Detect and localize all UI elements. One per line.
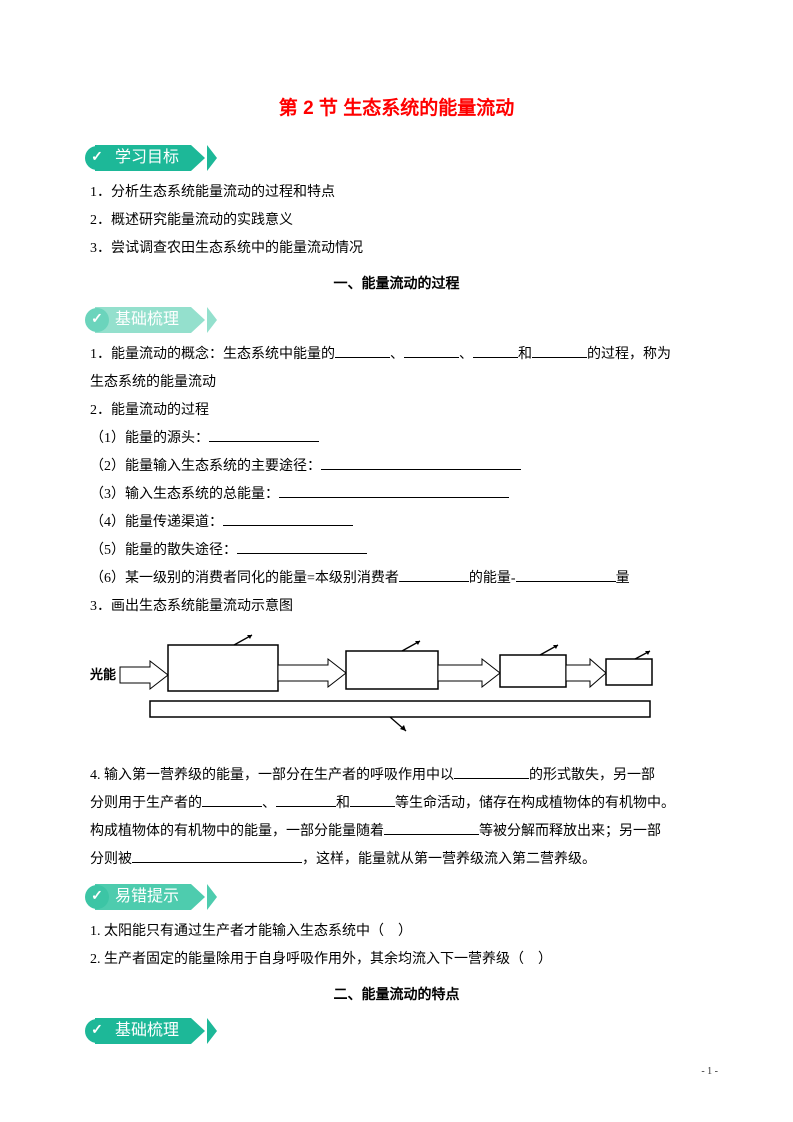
fill-blank [237, 540, 367, 554]
text-run: （5）能量的散失途径： [90, 543, 237, 558]
body-text: 分则用于生产者的 、 和 等生命活动，储存在构成植物体的有机物中。 [90, 790, 703, 818]
text-run: 1．能量流动的概念：生态系统中能量的 [90, 347, 335, 362]
chevron-icon [191, 307, 205, 333]
subsection-heading: 二、能量流动的特点 [90, 980, 703, 1008]
body-text: （4）能量传递渠道： [90, 509, 703, 537]
chevron-icon [191, 884, 205, 910]
text-run: 量 [616, 571, 630, 586]
tf-question: 1. 太阳能只有通过生产者才能输入生态系统中（ ） [90, 918, 703, 946]
goal-item: 2．概述研究能量流动的实践意义 [90, 207, 703, 235]
check-icon [85, 146, 109, 170]
chevron-icon [191, 145, 205, 171]
fill-blank [454, 765, 529, 779]
body-text: （1）能量的源头： [90, 425, 703, 453]
fill-blank [473, 344, 518, 358]
subsection-heading: 一、能量流动的过程 [90, 269, 703, 297]
text-run: 、 [262, 796, 276, 811]
chevron-icon [207, 145, 217, 171]
body-text: 生态系统的能量流动 [90, 369, 703, 397]
text-run: 、 [459, 347, 473, 362]
text-run: 的形式散失，另一部 [529, 768, 655, 783]
text-run: 4. 输入第一营养级的能量，一部分在生产者的呼吸作用中以 [90, 768, 454, 783]
check-icon [85, 885, 109, 909]
fill-blank [399, 568, 469, 582]
goal-item: 3．尝试调查农田生态系统中的能量流动情况 [90, 235, 703, 263]
text-run: 等生命活动，储存在构成植物体的有机物中。 [395, 796, 675, 811]
text-run: 和 [336, 796, 350, 811]
page-title: 第 2 节 生态系统的能量流动 [90, 90, 703, 128]
tf-question: 2. 生产者固定的能量除用于自身呼吸作用外，其余均流入下一营养级（ ） [90, 946, 703, 974]
text-run: 分则被 [90, 852, 132, 867]
body-text: （5）能量的散失途径： [90, 537, 703, 565]
fill-blank [321, 456, 521, 470]
text-run: （3）输入生态系统的总能量： [90, 487, 279, 502]
page-number: - 1 - [701, 1062, 718, 1082]
chevron-icon [207, 307, 217, 333]
text-run: 分则用于生产者的 [90, 796, 202, 811]
chevron-icon [191, 1018, 205, 1044]
section-learning-goals: 学习目标 [85, 143, 703, 173]
fill-blank [209, 428, 319, 442]
arrow-icon [278, 659, 346, 687]
section-label: 基础梳理 [95, 1018, 191, 1044]
text-run: （4）能量传递渠道： [90, 515, 223, 530]
fill-blank [384, 821, 479, 835]
check-icon [85, 308, 109, 332]
arrow-icon [566, 659, 606, 687]
trophic-box [168, 645, 278, 691]
section-basics-2: 基础梳理 [85, 1016, 703, 1046]
text-run: 的过程，称为 [587, 347, 671, 362]
check-icon [85, 1019, 109, 1043]
chevron-icon [207, 884, 217, 910]
text-run: 的能量- [469, 571, 516, 586]
decomposer-bar [150, 701, 650, 717]
body-text: 构成植物体的有机物中的能量，一部分能量随着 等被分解而释放出来；另一部 [90, 818, 703, 846]
fill-blank [404, 344, 459, 358]
trophic-box [500, 655, 566, 687]
text-run: 构成植物体的有机物中的能量，一部分能量随着 [90, 824, 384, 839]
fill-blank [350, 793, 395, 807]
fill-blank [532, 344, 587, 358]
section-label: 易错提示 [95, 884, 191, 910]
text-run: （1）能量的源头： [90, 431, 209, 446]
body-text: 4. 输入第一营养级的能量，一部分在生产者的呼吸作用中以 的形式散失，另一部 [90, 762, 703, 790]
fill-blank [335, 344, 390, 358]
arrow-icon [120, 661, 168, 689]
arrow-icon [438, 659, 500, 687]
body-text: （2）能量输入生态系统的主要途径： [90, 453, 703, 481]
section-basics: 基础梳理 [85, 305, 703, 335]
energy-flow-diagram: 光能 [90, 631, 703, 752]
body-text: 分则被 ，这样，能量就从第一营养级流入第二营养级。 [90, 846, 703, 874]
fill-blank [202, 793, 262, 807]
text-run: 、 [390, 347, 404, 362]
goal-item: 1．分析生态系统能量流动的过程和特点 [90, 179, 703, 207]
body-text: 1．能量流动的概念：生态系统中能量的 、 、 和 的过程，称为 [90, 341, 703, 369]
trophic-box [346, 651, 438, 689]
text-run: 和 [518, 347, 532, 362]
chevron-icon [207, 1018, 217, 1044]
text-run: （2）能量输入生态系统的主要途径： [90, 459, 321, 474]
fill-blank [516, 568, 616, 582]
body-text: 3．画出生态系统能量流动示意图 [90, 593, 703, 621]
body-text: （3）输入生态系统的总能量： [90, 481, 703, 509]
light-label: 光能 [90, 667, 116, 682]
text-run: 等被分解而释放出来；另一部 [479, 824, 661, 839]
fill-blank [279, 484, 509, 498]
section-label: 基础梳理 [95, 307, 191, 333]
trophic-box [606, 659, 652, 685]
body-text: 2．能量流动的过程 [90, 397, 703, 425]
body-text: （6）某一级别的消费者同化的能量=本级别消费者 的能量- 量 [90, 565, 703, 593]
fill-blank [276, 793, 336, 807]
fill-blank [223, 512, 353, 526]
text-run: （6）某一级别的消费者同化的能量=本级别消费者 [90, 571, 399, 586]
section-label: 学习目标 [95, 145, 191, 171]
fill-blank [132, 849, 302, 863]
text-run: ，这样，能量就从第一营养级流入第二营养级。 [302, 852, 596, 867]
section-common-errors: 易错提示 [85, 882, 703, 912]
